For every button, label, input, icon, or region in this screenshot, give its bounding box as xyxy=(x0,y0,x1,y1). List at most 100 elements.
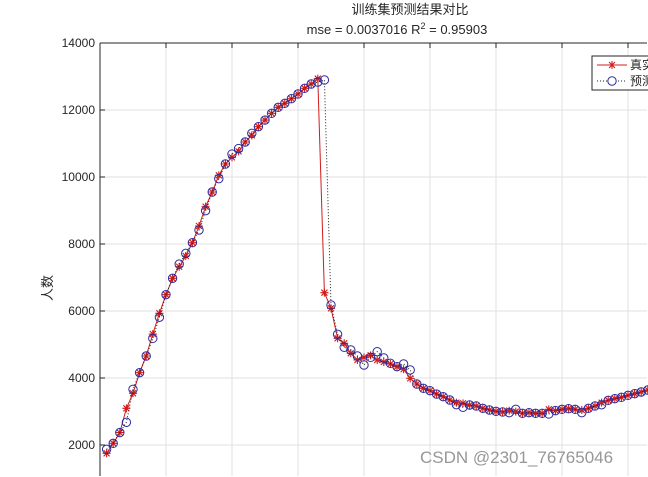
data-point-star xyxy=(393,362,401,371)
legend: 真实值预测值 xyxy=(591,55,648,91)
data-point-circle xyxy=(530,408,541,419)
data-point-circle xyxy=(266,108,277,119)
data-point-circle xyxy=(108,438,118,449)
data-point-circle xyxy=(557,404,567,415)
data-point-circle xyxy=(596,400,607,410)
data-point-star xyxy=(241,137,250,146)
data-point-star xyxy=(168,274,177,283)
data-point-star xyxy=(630,389,639,398)
data-point-circle xyxy=(392,361,402,372)
data-point-star xyxy=(181,251,190,260)
data-point-circle xyxy=(491,406,501,416)
data-point-star xyxy=(327,304,335,313)
data-point-circle xyxy=(610,393,620,404)
series-line xyxy=(106,79,648,450)
data-point-circle xyxy=(550,405,561,416)
data-point-circle xyxy=(326,300,336,310)
data-point-circle xyxy=(418,383,429,394)
data-point-star xyxy=(373,356,382,365)
data-point-star xyxy=(360,353,368,362)
data-point-star xyxy=(485,405,494,414)
data-point-star xyxy=(465,401,474,410)
y-axis-label: 人数 xyxy=(40,275,55,301)
data-point-star xyxy=(386,359,395,368)
y-tick-label: 14000 xyxy=(62,36,96,50)
data-point-circle xyxy=(233,143,244,154)
data-point-circle xyxy=(352,351,363,361)
y-tick-label: 6000 xyxy=(68,304,95,318)
data-point-circle xyxy=(260,115,270,125)
data-point-circle xyxy=(313,77,323,87)
data-point-circle xyxy=(445,395,455,405)
data-point-circle xyxy=(141,351,151,361)
data-point-circle xyxy=(563,403,574,414)
data-point-star xyxy=(426,386,434,395)
data-point-circle xyxy=(121,417,132,427)
data-point-circle xyxy=(293,89,303,99)
grid xyxy=(99,42,647,476)
data-point-star xyxy=(492,407,500,416)
data-point-circle xyxy=(306,79,316,89)
data-point-circle xyxy=(451,399,462,410)
data-point-circle xyxy=(623,390,633,401)
data-point-circle xyxy=(524,407,534,418)
data-point-star xyxy=(432,390,441,399)
data-point-circle xyxy=(471,401,481,411)
data-point-star xyxy=(208,188,217,197)
data-point-star xyxy=(320,288,329,297)
data-point-star xyxy=(294,89,302,98)
data-point-circle xyxy=(181,248,191,259)
axes: 2000 4000 6000 8000 10000 12000 14000 xyxy=(62,36,647,476)
data-point-circle xyxy=(227,149,237,159)
data-point-star xyxy=(109,439,118,448)
data-point-circle xyxy=(484,405,495,415)
y-tick-label: 8000 xyxy=(68,237,95,251)
watermark: CSDN @2301_76765046 xyxy=(420,448,614,467)
data-point-circle xyxy=(629,388,640,399)
data-point-circle xyxy=(497,407,508,417)
data-point-star xyxy=(188,238,197,247)
data-point-star xyxy=(452,398,461,407)
data-point-star xyxy=(637,388,646,397)
data-point-circle xyxy=(101,444,112,455)
y-tick-label: 4000 xyxy=(68,371,95,385)
data-point-circle xyxy=(577,407,587,418)
data-point-circle xyxy=(240,137,250,147)
data-point-star xyxy=(511,407,520,416)
data-point-star xyxy=(604,396,613,405)
data-point-circle xyxy=(187,237,198,248)
data-point-circle xyxy=(458,402,468,413)
data-point-circle xyxy=(590,401,600,411)
data-point-circle xyxy=(280,98,290,109)
data-point-circle xyxy=(253,121,264,132)
series-predicted xyxy=(101,75,648,455)
data-point-circle xyxy=(379,353,389,363)
legend-marker-circle xyxy=(607,76,617,86)
data-point-star xyxy=(162,290,170,299)
data-point-star xyxy=(531,409,540,418)
plot-area xyxy=(101,74,648,458)
data-point-circle xyxy=(332,329,343,340)
data-point-circle xyxy=(478,403,488,414)
y-tick-label: 12000 xyxy=(62,103,96,117)
legend-marker-star xyxy=(608,61,616,69)
data-point-circle xyxy=(346,345,356,355)
data-point-circle xyxy=(365,352,376,363)
data-point-star xyxy=(505,406,514,415)
data-point-star xyxy=(577,405,586,414)
data-point-circle xyxy=(115,427,125,438)
data-point-star xyxy=(366,351,375,360)
data-point-circle xyxy=(359,360,369,370)
data-point-star xyxy=(610,394,619,403)
chart-title: 训练集预测结果对比 xyxy=(351,2,468,17)
data-point-star xyxy=(525,408,533,417)
data-point-star xyxy=(254,122,263,131)
data-point-circle xyxy=(207,187,217,197)
data-point-star xyxy=(175,262,184,271)
data-point-star xyxy=(280,99,289,108)
data-point-circle xyxy=(200,205,211,216)
data-point-circle xyxy=(167,273,178,284)
data-point-circle xyxy=(128,384,138,395)
data-point-star xyxy=(472,401,481,410)
data-point-circle xyxy=(398,359,409,369)
